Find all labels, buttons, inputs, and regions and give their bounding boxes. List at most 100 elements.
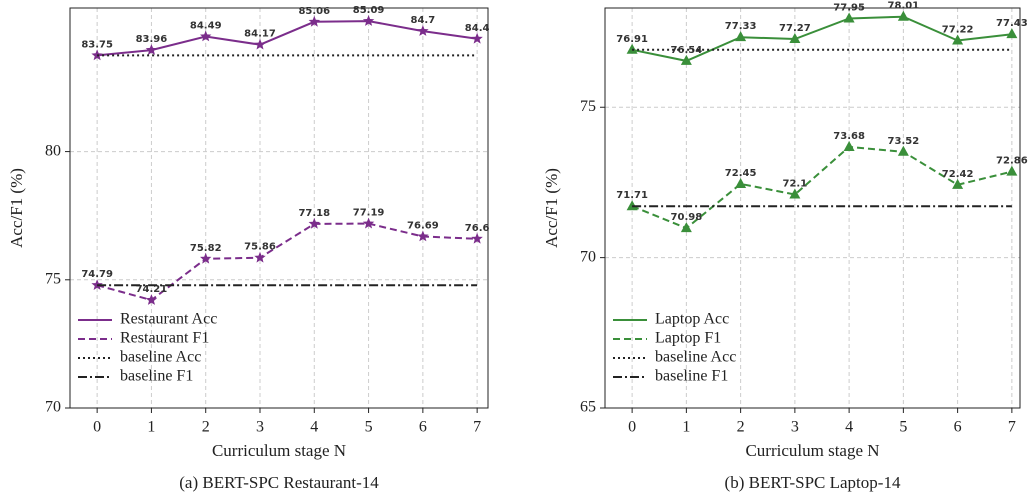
marker (952, 34, 964, 45)
x-tick-label: 6 (419, 419, 427, 436)
marker (735, 31, 747, 42)
x-axis-label: Curriculum stage N (212, 441, 346, 460)
chart-title: (a) BERT-SPC Restaurant-14 (179, 473, 379, 492)
data-label: 72.42 (942, 169, 974, 180)
data-label: 72.1 (783, 178, 808, 189)
x-tick-label: 5 (365, 419, 373, 436)
legend-label: Laptop F1 (655, 330, 721, 347)
x-tick-label: 5 (899, 419, 907, 436)
legend-label: baseline F1 (120, 368, 193, 385)
marker (145, 294, 158, 305)
marker (735, 177, 747, 188)
data-label: 77.27 (779, 23, 811, 34)
marker (843, 140, 855, 151)
marker (200, 30, 212, 42)
plot-frame (604, 7, 1021, 409)
data-label: 73.68 (833, 131, 865, 142)
series-line (96, 222, 478, 302)
y-tick-label: 70 (45, 399, 61, 416)
marker (200, 252, 212, 264)
data-label: 77.43 (996, 18, 1028, 29)
legend-label: baseline Acc (120, 349, 201, 366)
data-label: 85.06 (298, 6, 330, 17)
legend-label: Restaurant Acc (120, 311, 217, 328)
data-label: 84.4 (465, 23, 490, 34)
data-label: 72.45 (725, 168, 757, 179)
marker (843, 12, 855, 23)
y-tick-label: 80 (45, 142, 61, 159)
marker (897, 10, 909, 21)
data-label: 76.6 (465, 223, 490, 234)
x-tick-label: 1 (682, 419, 690, 436)
marker (680, 222, 692, 233)
series-line (631, 145, 1013, 230)
data-label: 84.49 (190, 20, 222, 31)
marker (145, 44, 158, 55)
x-tick-label: 4 (845, 419, 853, 436)
x-tick-label: 0 (93, 419, 101, 436)
marker (1006, 28, 1018, 39)
x-tick-label: 7 (473, 419, 481, 436)
x-tick-label: 6 (954, 419, 962, 436)
x-tick-label: 7 (1008, 419, 1016, 436)
data-label: 85.09 (353, 5, 385, 16)
marker (471, 32, 483, 44)
data-label: 83.75 (81, 39, 113, 50)
data-label: 74.79 (81, 269, 113, 280)
data-label: 72.86 (996, 156, 1028, 167)
data-label: 75.82 (190, 243, 222, 254)
data-label: 75.86 (244, 242, 276, 253)
y-tick-label: 65 (580, 399, 596, 416)
y-tick-label: 70 (580, 248, 596, 265)
x-axis-label: Curriculum stage N (745, 441, 879, 460)
marker (362, 217, 375, 229)
marker (308, 217, 320, 229)
chart: 65 70 75 0 1 2 3 4 5 6 7 Curriculum stage N (b) BERT… (542, 1, 1028, 492)
data-label: 77.18 (298, 208, 330, 219)
y-axis-label: Acc/F1 (%) (542, 168, 561, 248)
data-label: 73.52 (888, 136, 920, 147)
series-line (631, 15, 1013, 62)
marker (308, 15, 320, 27)
data-label: 71.71 (616, 190, 648, 201)
plot-frame (69, 7, 489, 409)
y-axis-label: Acc/F1 (%) (7, 168, 26, 248)
data-label: 76.54 (671, 45, 703, 56)
y-tick-label: 75 (45, 270, 61, 287)
x-tick-label: 4 (310, 419, 318, 436)
chart: 70 75 80 0 1 2 3 4 5 6 7 Curriculum stage N (a) BERT… (7, 5, 490, 492)
marker (952, 178, 964, 189)
data-label: 70.98 (671, 212, 703, 223)
data-label: 74.21 (136, 284, 168, 295)
legend-label: Restaurant F1 (120, 330, 209, 347)
marker (789, 32, 801, 43)
x-tick-label: 0 (628, 419, 636, 436)
marker (417, 25, 429, 36)
marker (254, 251, 266, 263)
marker (417, 230, 429, 242)
data-label: 77.95 (833, 3, 865, 14)
chart-title: (b) BERT-SPC Laptop-14 (725, 473, 901, 492)
marker (789, 188, 801, 199)
data-label: 84.17 (244, 29, 276, 40)
legend-label: baseline Acc (655, 349, 736, 366)
legend-label: baseline F1 (655, 368, 728, 385)
x-tick-label: 3 (791, 419, 799, 436)
marker (362, 15, 375, 26)
x-tick-label: 2 (202, 419, 210, 436)
data-label: 84.7 (411, 15, 436, 26)
x-tick-label: 1 (147, 419, 155, 436)
data-label: 77.22 (942, 24, 974, 35)
data-label: 83.96 (136, 34, 168, 45)
data-label: 76.91 (616, 34, 648, 45)
marker (1006, 165, 1018, 176)
marker (254, 38, 266, 50)
marker (471, 232, 483, 244)
data-label: 77.19 (353, 208, 385, 219)
marker (626, 200, 638, 211)
data-label: 78.01 (888, 1, 920, 12)
series-line (97, 20, 478, 57)
marker (680, 54, 692, 65)
